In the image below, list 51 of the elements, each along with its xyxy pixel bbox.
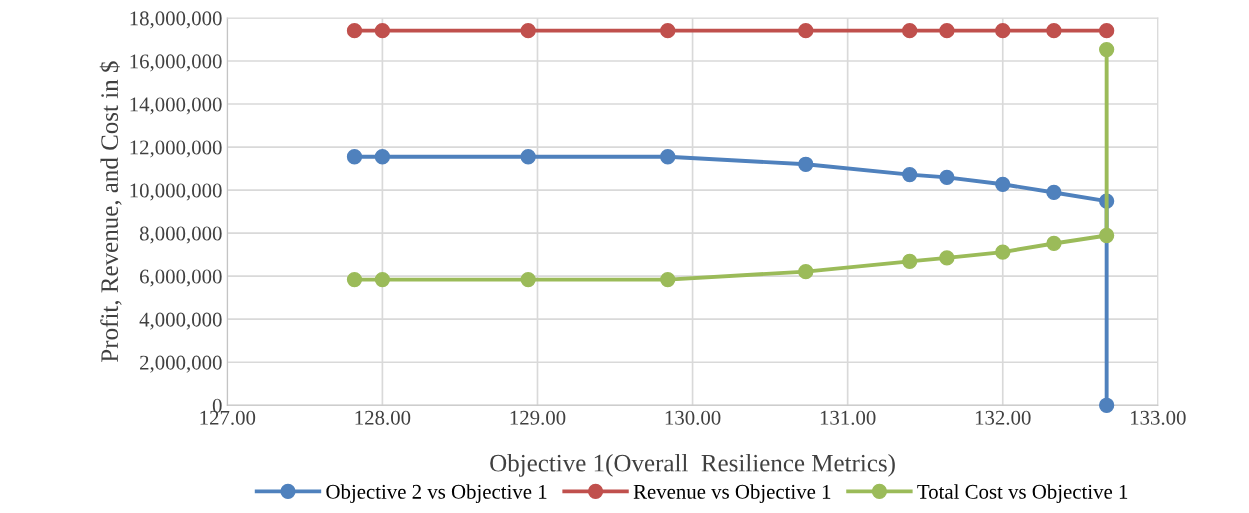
legend-label: Objective 2 vs Objective 1 — [326, 484, 547, 504]
point — [520, 149, 536, 165]
y-tick-label: 12,000,000 — [130, 140, 222, 158]
point — [902, 23, 918, 39]
x-tick-label: 133.00 — [1131, 410, 1186, 425]
point — [660, 149, 676, 165]
point — [995, 244, 1011, 260]
point — [374, 23, 391, 39]
x-tick-label: 130.00 — [665, 410, 721, 425]
point — [902, 253, 918, 269]
point — [939, 23, 955, 39]
point — [660, 23, 676, 39]
point — [902, 166, 918, 183]
y-axis-title: Profit, Revenue, and Cost in $ — [99, 61, 122, 362]
point — [798, 23, 814, 39]
y-tick-label: 18,000,000 — [130, 11, 222, 29]
legend-label: Total Cost vs Objective 1 — [917, 484, 1128, 504]
y-tick-label: 14,000,000 — [130, 97, 222, 115]
x-tick-label: 131.00 — [820, 410, 876, 425]
point — [995, 176, 1011, 192]
x-tick-label: 132.00 — [975, 410, 1031, 425]
point — [346, 23, 363, 39]
y-tick-label: 8,000,000 — [139, 226, 222, 244]
y-tick-label: 4,000,000 — [139, 312, 222, 330]
point — [1046, 184, 1062, 201]
point — [798, 264, 814, 280]
legend-label: Revenue vs Objective 1 — [633, 484, 831, 504]
point — [1099, 227, 1115, 244]
point — [1046, 23, 1062, 39]
x-axis-title: Objective 1(Overall Resilience Metrics) — [490, 454, 895, 477]
point — [520, 23, 536, 39]
y-tick-label: 6,000,000 — [140, 269, 222, 287]
y-tick-label: 10,000,000 — [130, 183, 222, 201]
point — [939, 250, 955, 266]
point — [995, 23, 1011, 39]
y-tick-label: 16,000,000 — [130, 54, 222, 72]
point — [1099, 397, 1115, 413]
point — [939, 169, 955, 186]
x-tick-label: 129.00 — [510, 410, 566, 425]
point — [374, 271, 391, 288]
point — [346, 149, 363, 165]
point — [1099, 23, 1115, 39]
point — [520, 271, 536, 288]
x-tick-label: 128.00 — [355, 410, 411, 425]
point — [346, 271, 363, 288]
point — [1099, 41, 1115, 58]
point — [1046, 235, 1062, 252]
point — [798, 156, 814, 172]
point — [374, 149, 391, 165]
point — [660, 271, 676, 288]
y-tick-label: 2,000,000 — [140, 355, 222, 373]
